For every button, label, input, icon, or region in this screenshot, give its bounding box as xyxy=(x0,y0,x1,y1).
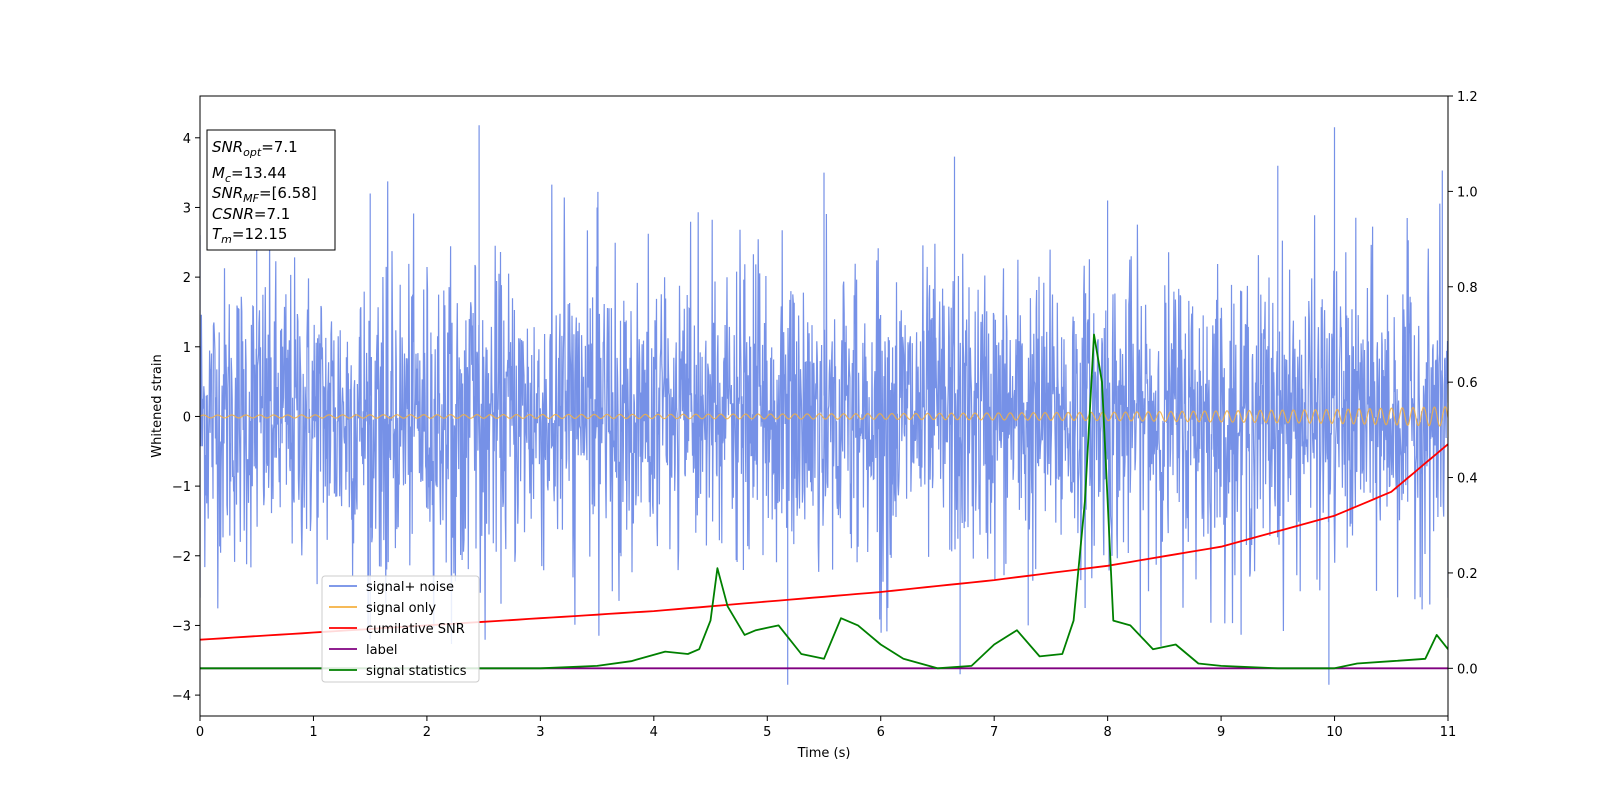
y-axis-label: Whitened strain xyxy=(150,354,165,457)
x-tick-label: 10 xyxy=(1326,725,1343,740)
y-tick-label: 0 xyxy=(183,410,191,425)
legend-entry: signal only xyxy=(366,601,436,616)
series-signal-statistics xyxy=(200,333,1448,670)
y-tick-label: −2 xyxy=(172,550,191,565)
x-tick-label: 2 xyxy=(423,725,431,740)
y2-tick-label: 1.2 xyxy=(1457,90,1478,105)
y2-tick-label: 1.0 xyxy=(1457,185,1478,200)
y2-tick-label: 0.0 xyxy=(1457,662,1478,677)
x-tick-label: 11 xyxy=(1440,725,1457,740)
legend-entry: label xyxy=(366,643,397,658)
x-axis-ticks: 0 1 2 3 4 5 6 7 8 9 10 11 xyxy=(196,716,1456,740)
x-tick-label: 7 xyxy=(990,725,998,740)
info-snr-opt: SNRopt=7.1 xyxy=(212,138,298,159)
y-tick-label: −4 xyxy=(172,689,191,704)
x-tick-label: 4 xyxy=(650,725,658,740)
y2-tick-label: 0.8 xyxy=(1457,281,1478,296)
y-axis-right-ticks: 0.0 0.2 0.4 0.6 0.8 1.0 1.2 xyxy=(1448,90,1478,677)
series-layer xyxy=(200,125,1448,685)
x-axis-label: Time (s) xyxy=(797,746,851,761)
legend-frame xyxy=(321,575,480,683)
series-signal-only xyxy=(200,406,1448,427)
info-box-frame xyxy=(206,129,336,251)
plot-area xyxy=(199,95,1449,717)
legend-entry: signal+ noise xyxy=(366,580,454,595)
info-mc: Mc=13.44 xyxy=(212,164,287,185)
y2-tick-label: 0.4 xyxy=(1457,472,1478,487)
info-box: SNRopt=7.1 Mc=13.44 SNRMF=[6.58] CSNR=7.… xyxy=(206,129,336,251)
info-tm: Tm=12.15 xyxy=(212,225,287,246)
y-tick-label: 2 xyxy=(183,271,191,286)
x-tick-label: 0 xyxy=(196,725,204,740)
axes-frame xyxy=(199,95,1449,717)
x-tick-label: 1 xyxy=(309,725,317,740)
x-tick-label: 6 xyxy=(877,725,885,740)
x-tick-label: 9 xyxy=(1217,725,1225,740)
legend-entry: cumilative SNR xyxy=(366,622,465,637)
y-tick-label: −1 xyxy=(172,480,191,495)
legend-entry: signal statistics xyxy=(366,664,467,679)
y2-tick-label: 0.6 xyxy=(1457,376,1478,391)
y-tick-label: 4 xyxy=(183,132,191,147)
series-signal-noise xyxy=(200,125,1448,685)
info-snr-mf: SNRMF=[6.58] xyxy=(212,184,317,205)
info-csnr: CSNR=7.1 xyxy=(212,205,290,223)
x-tick-label: 8 xyxy=(1103,725,1111,740)
y-tick-label: 1 xyxy=(183,341,191,356)
y2-tick-label: 0.2 xyxy=(1457,567,1478,582)
y-tick-label: 3 xyxy=(183,201,191,216)
y-axis-left-ticks: −4 −3 −2 −1 0 1 2 3 4 xyxy=(172,132,200,704)
y-tick-label: −3 xyxy=(172,619,191,634)
legend: signal+ noise signal only cumilative SNR la… xyxy=(321,575,480,683)
x-tick-label: 5 xyxy=(763,725,771,740)
x-tick-label: 3 xyxy=(536,725,544,740)
